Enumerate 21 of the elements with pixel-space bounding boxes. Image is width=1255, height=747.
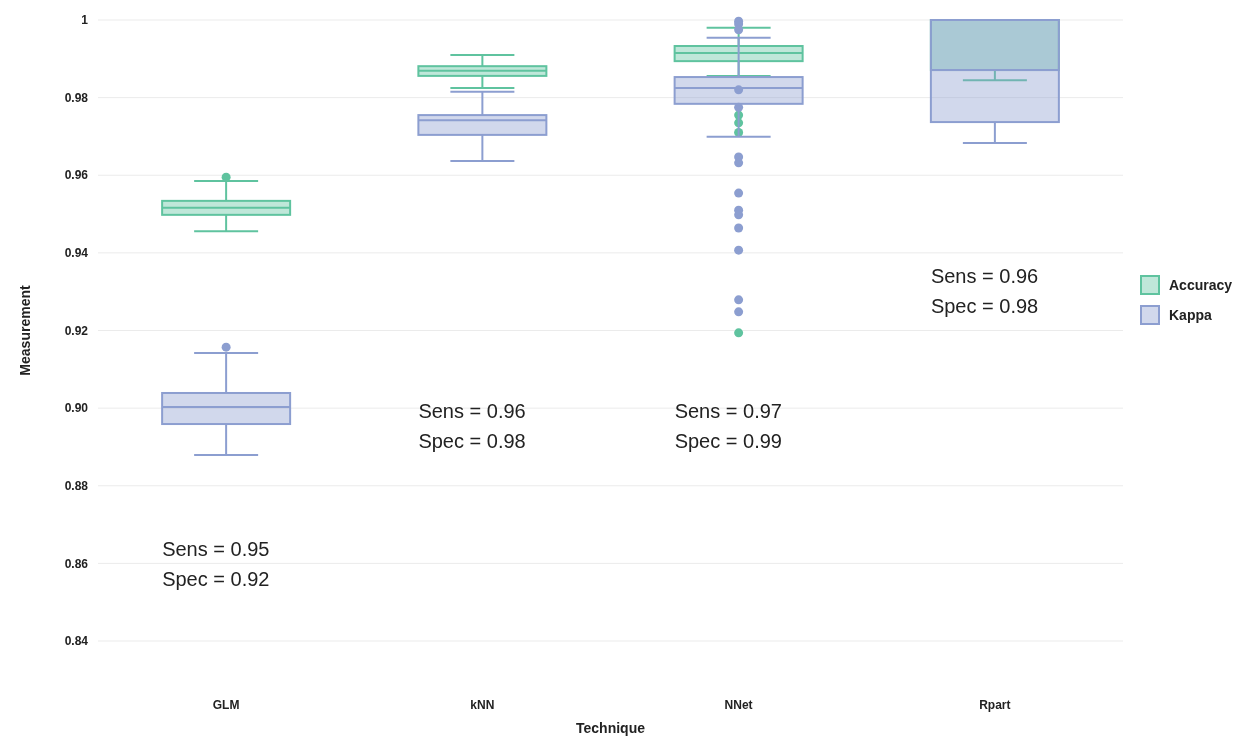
y-axis-title: Measurement xyxy=(17,285,33,376)
legend-label: Kappa xyxy=(1169,306,1212,323)
x-tick-label: GLM xyxy=(212,698,240,712)
y-tick-label: 1 xyxy=(81,13,89,28)
y-tick-label: 0.98 xyxy=(64,90,89,105)
y-tick-label: 0.90 xyxy=(64,401,89,416)
y-tick-label: 0.92 xyxy=(64,323,89,338)
y-tick-label: 0.84 xyxy=(64,634,89,649)
x-tick-label: kNN xyxy=(470,698,495,712)
legend-label: Accuracy xyxy=(1169,276,1233,293)
y-tick-label: 0.86 xyxy=(64,556,89,571)
y-tick-label: 0.88 xyxy=(64,478,89,493)
x-tick-label: Rpart xyxy=(979,698,1011,712)
x-axis-title: Technique xyxy=(576,720,646,736)
annotation: Sens = 0.96 Spec = 0.98 xyxy=(930,265,1039,317)
annotation: Sens = 0.97 Spec = 0.99 xyxy=(674,400,782,452)
annotation: Sens = 0.96 Spec = 0.98 xyxy=(418,400,526,452)
annotation: Sens = 0.95 Spec = 0.92 xyxy=(162,538,270,590)
y-tick-label: 0.94 xyxy=(64,246,89,261)
y-tick-label: 0.96 xyxy=(64,168,89,183)
x-tick-label: NNet xyxy=(724,698,753,712)
